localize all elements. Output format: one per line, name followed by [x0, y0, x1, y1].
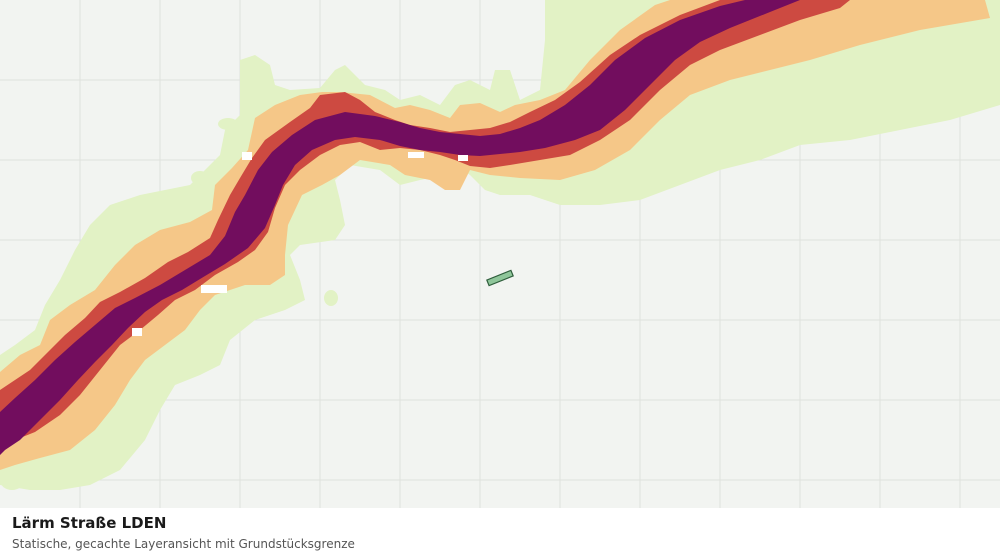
map-caption: Lärm Straße LDEN Statische, gecachte Lay…	[0, 508, 1000, 560]
noise-zone-high	[0, 0, 800, 455]
noise-zone-outer	[0, 0, 1000, 490]
map-title: Lärm Straße LDEN	[12, 514, 167, 532]
parcel-boundary[interactable]	[486, 269, 514, 287]
noise-zone-low	[0, 0, 990, 470]
map-subtitle: Statische, gecachte Layeransicht mit Gru…	[12, 537, 355, 551]
noise-map[interactable]	[0, 0, 1000, 508]
data-gaps	[132, 152, 468, 336]
map-canvas[interactable]	[0, 0, 1000, 508]
noise-zone-mid	[0, 0, 850, 448]
